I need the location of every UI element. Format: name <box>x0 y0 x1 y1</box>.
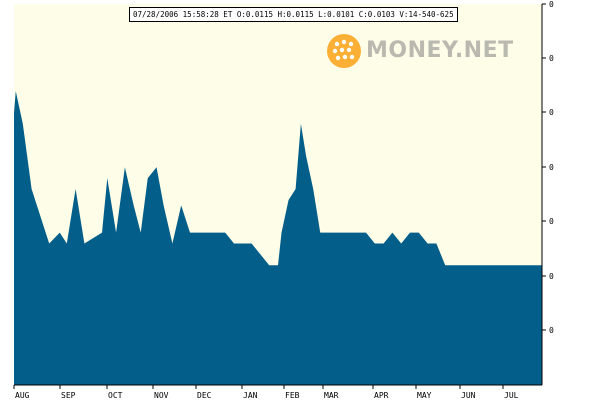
x-tick-label: DEC <box>197 391 212 400</box>
money-net-logo: MONEY.NET <box>326 33 514 69</box>
y-tick-label: 0 <box>549 163 554 172</box>
x-tick-label: JAN <box>243 391 258 400</box>
price-area-series <box>14 91 542 385</box>
y-tick-label: 0 <box>549 272 554 281</box>
money-net-logo-text: MONEY.NET <box>366 38 514 63</box>
x-tick-label: OCT <box>108 391 123 400</box>
y-tick-label: 0 <box>549 0 554 9</box>
price-area-layer <box>14 91 542 385</box>
x-tick-label: FEB <box>285 391 300 400</box>
y-axis-ticks: 0 0 0 0 0 0 0 <box>542 0 554 335</box>
quote-info-box: 07/28/2006 15:58:28 ET O:0.0115 H:0.0115… <box>129 7 458 22</box>
y-tick-label: 0 <box>549 217 554 226</box>
x-tick-label: APR <box>374 391 389 400</box>
x-tick-label: SEP <box>61 391 76 400</box>
x-tick-label: MAR <box>324 391 339 400</box>
x-axis-ticks: AUG SEP OCT NOV DEC JAN FEB MAR APR MAY JUN JUL <box>13 385 519 400</box>
y-tick-label: 0 <box>549 54 554 63</box>
y-tick-label: 0 <box>549 326 554 335</box>
x-tick-label: JUN <box>461 391 476 400</box>
y-tick-label: 0 <box>549 108 554 117</box>
money-net-logo-mark <box>327 34 361 68</box>
x-tick-label: AUG <box>15 391 30 400</box>
x-tick-label: JUL <box>504 391 519 400</box>
x-tick-label: NOV <box>154 391 169 400</box>
x-tick-label: MAY <box>417 391 432 400</box>
